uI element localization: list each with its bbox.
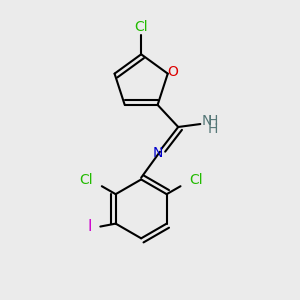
- Text: Cl: Cl: [189, 173, 203, 187]
- Text: N: N: [202, 114, 212, 128]
- Text: H: H: [208, 122, 218, 136]
- Text: N: N: [152, 146, 163, 161]
- Text: O: O: [168, 65, 178, 79]
- Text: H: H: [208, 114, 218, 128]
- Text: Cl: Cl: [80, 173, 93, 187]
- Text: I: I: [88, 219, 92, 234]
- Text: Cl: Cl: [134, 20, 148, 34]
